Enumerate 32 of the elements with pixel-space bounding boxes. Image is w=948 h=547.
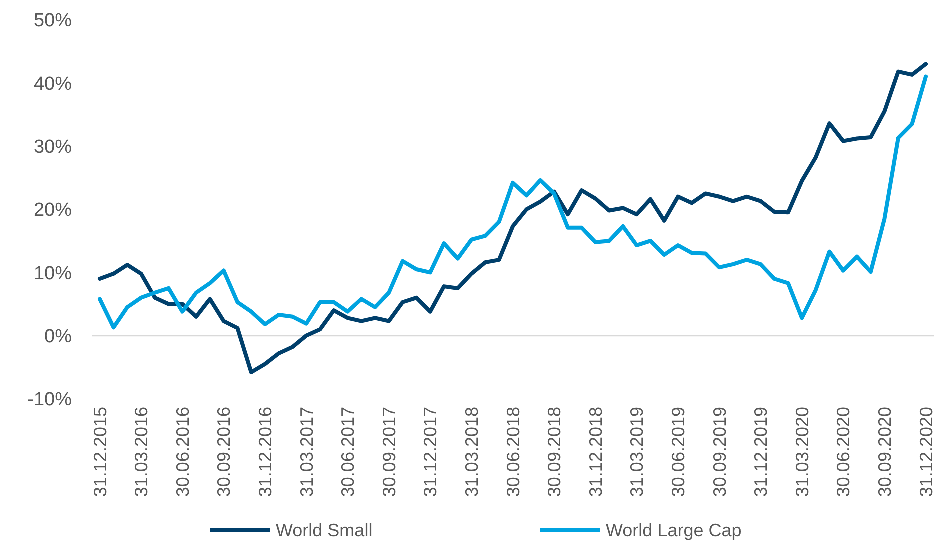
line-series: [98, 62, 928, 374]
x-tick-label: 30.09.2017: [379, 407, 400, 498]
x-tick-label: 31.03.2017: [296, 407, 317, 498]
x-tick-label: 31.03.2019: [627, 407, 648, 498]
legend-label: World Large Cap: [606, 520, 742, 540]
legend-label: World Small: [276, 520, 373, 540]
line-series: [98, 74, 928, 330]
y-tick-label: -10%: [28, 390, 72, 411]
x-tick-label: 31.03.2020: [792, 407, 812, 498]
x-tick-label: 30.06.2019: [668, 407, 688, 498]
y-tick-label: 40%: [34, 74, 72, 95]
x-tick-label: 30.09.2020: [875, 407, 895, 498]
y-tick-label: 50%: [34, 10, 72, 32]
x-tick-label: 31.12.2018: [586, 407, 606, 498]
x-tick-label: 30.09.2018: [544, 407, 565, 498]
x-tick-label: 31.12.2015: [90, 407, 110, 498]
x-tick-label: 30.09.2019: [710, 407, 730, 498]
x-tick-label: 31.12.2019: [751, 407, 772, 498]
y-tick-label: 0%: [44, 326, 72, 348]
y-tick-label: 10%: [34, 263, 72, 284]
x-tick-label: 31.12.2016: [256, 407, 276, 498]
x-tick-label: 30.06.2017: [338, 407, 358, 498]
x-tick-label: 31.03.2018: [462, 407, 482, 498]
x-tick-label: 30.06.2016: [172, 407, 193, 498]
x-tick-label: 30.09.2016: [214, 407, 234, 498]
x-tick-label: 30.06.2018: [503, 407, 524, 498]
y-tick-label: 20%: [34, 200, 72, 222]
y-tick-label: 30%: [34, 136, 72, 158]
x-tick-label: 31.03.2016: [132, 407, 152, 498]
x-tick-label: 30.06.2020: [834, 407, 854, 498]
x-tick-label: 31.12.2017: [420, 407, 441, 498]
x-tick-label: 31.12.2020: [916, 407, 936, 498]
